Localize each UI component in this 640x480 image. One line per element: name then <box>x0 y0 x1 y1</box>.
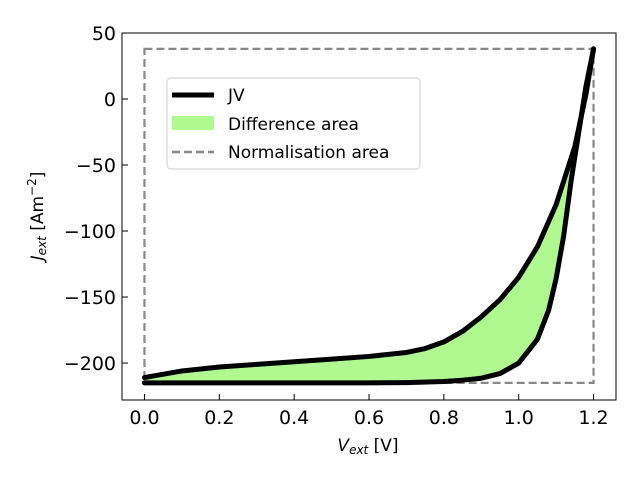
y-tick-label: −150 <box>64 287 116 309</box>
legend: JV Difference area Normalisation area <box>166 77 421 170</box>
legend-difference-area-label: Difference area <box>228 115 359 135</box>
legend-frame <box>166 77 421 170</box>
normalisation-area-box <box>143 47 595 384</box>
y-tick-label: −100 <box>64 221 116 243</box>
jv-curve-lower-branch <box>141 46 597 386</box>
legend-difference-area-swatch <box>172 116 214 130</box>
x-axis-label: Vext [V] <box>337 436 398 457</box>
y-tick-label: 0 <box>104 89 116 111</box>
x-tick-label: 0.8 <box>429 407 459 429</box>
y-tick-label: −200 <box>64 353 116 375</box>
jv-curve-upper-branch <box>141 46 597 381</box>
legend-jv-label: JV <box>227 86 245 106</box>
x-tick-label: 1.2 <box>578 407 608 429</box>
x-tick-label: 0.2 <box>204 407 234 429</box>
x-tick-label: 0.0 <box>129 407 159 429</box>
y-tick-label: −50 <box>76 155 116 177</box>
y-tick-label: 50 <box>92 23 116 45</box>
x-tick-label: 1.0 <box>504 407 534 429</box>
legend-normalisation-area-label: Normalisation area <box>228 143 389 163</box>
y-axis-label: Jext [Am−2] <box>25 172 49 264</box>
x-tick-label: 0.4 <box>279 407 309 429</box>
axis-ticks: 0.0 0.2 0.4 0.6 0.8 1.0 1.2 50 0 −50 −100 −150 −200 <box>64 23 609 429</box>
plot-area <box>141 46 597 386</box>
x-tick-label: 0.6 <box>354 407 384 429</box>
